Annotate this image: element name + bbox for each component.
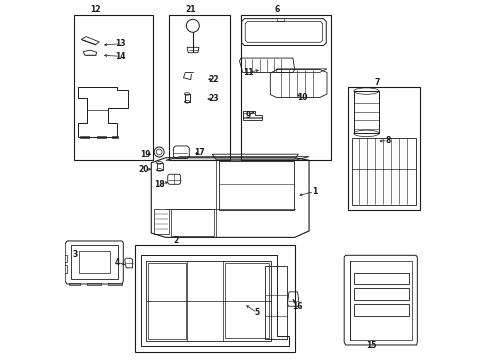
Text: 7: 7	[374, 78, 379, 87]
Text: 21: 21	[185, 5, 196, 14]
Text: 5: 5	[254, 308, 259, 317]
Text: 13: 13	[115, 39, 126, 48]
Text: 3: 3	[72, 250, 78, 259]
Text: 12: 12	[90, 5, 101, 14]
Bar	[241, 15, 330, 160]
Text: 17: 17	[194, 148, 204, 157]
Bar	[169, 15, 230, 160]
Text: 6: 6	[274, 5, 279, 14]
Text: 9: 9	[245, 111, 250, 120]
Text: 4: 4	[114, 258, 120, 267]
Text: 22: 22	[208, 75, 219, 84]
Text: 15: 15	[366, 341, 376, 350]
Text: 10: 10	[297, 93, 307, 102]
Text: 20: 20	[139, 165, 149, 174]
Text: 11: 11	[243, 68, 253, 77]
Text: 8: 8	[385, 136, 390, 145]
Text: 18: 18	[154, 180, 164, 189]
Text: 16: 16	[292, 302, 302, 311]
Text: 1: 1	[311, 187, 316, 196]
Text: 23: 23	[208, 94, 219, 103]
Bar	[74, 15, 153, 160]
Text: 14: 14	[115, 52, 126, 61]
Bar	[348, 87, 419, 211]
Text: 19: 19	[141, 150, 151, 159]
Bar	[135, 244, 294, 352]
Text: 2: 2	[173, 236, 179, 245]
